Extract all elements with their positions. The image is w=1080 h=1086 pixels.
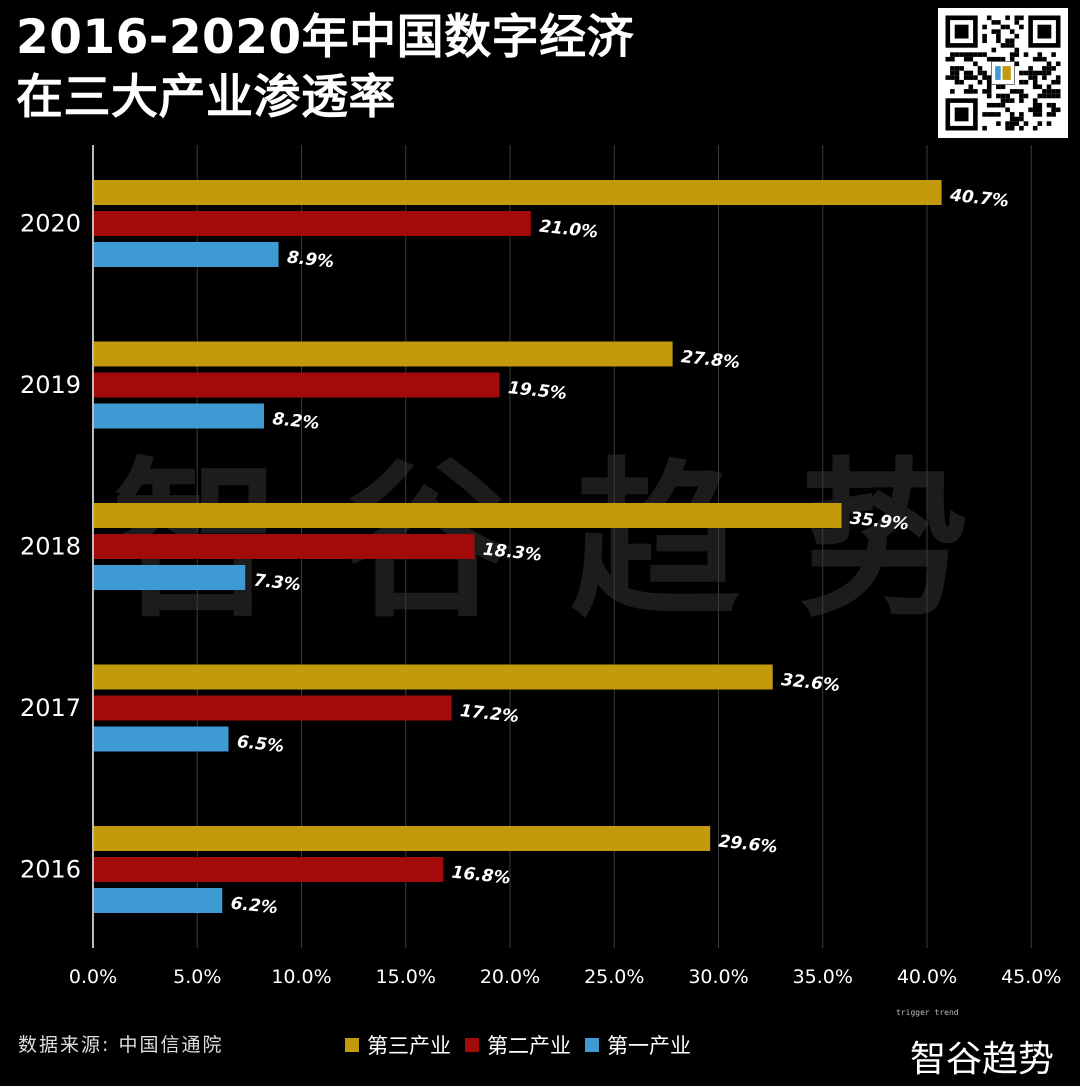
bar xyxy=(94,565,246,590)
x-tick-label: 35.0% xyxy=(793,966,853,988)
legend-swatch-primary xyxy=(585,1038,599,1052)
brand-logo: 智谷趋势 xyxy=(910,1039,1055,1080)
y-category-label: 2016 xyxy=(20,856,81,884)
source-note: 数据来源: 中国信通院 xyxy=(18,1034,224,1056)
title-line-1: 2016-2020年中国数字经济 xyxy=(16,10,635,65)
data-label: 17.2% xyxy=(459,701,520,727)
x-tick-label: 40.0% xyxy=(897,966,957,988)
legend-swatch-secondary xyxy=(465,1038,479,1052)
data-label: 35.9% xyxy=(849,509,910,535)
data-label: 7.3% xyxy=(253,571,302,596)
data-label: 18.3% xyxy=(482,540,543,566)
page-title: 2016-2020年中国数字经济 在三大产业渗透率 xyxy=(16,8,896,128)
labels-layer: 0.0% 5.0% 10.0% 15.0% 20.0% 25.0% 30.0% 35.0% 40… xyxy=(20,185,1061,988)
data-label: 27.8% xyxy=(680,347,741,373)
legend-item-tertiary: 第三产业 xyxy=(345,1030,451,1060)
x-tick-label: 15.0% xyxy=(376,966,436,988)
data-label: 6.5% xyxy=(236,732,285,757)
bar xyxy=(94,372,500,398)
y-category-label: 2020 xyxy=(20,210,81,238)
x-tick-label: 5.0% xyxy=(173,966,221,988)
bar xyxy=(94,534,475,559)
x-tick-label: 25.0% xyxy=(584,966,644,988)
data-label: 8.9% xyxy=(286,248,335,273)
data-label: 40.7% xyxy=(948,185,1010,211)
bar xyxy=(94,242,279,267)
qr-code-icon xyxy=(938,8,1068,138)
data-label: 19.5% xyxy=(507,378,568,404)
x-tick-label: 30.0% xyxy=(688,966,748,988)
x-tick-label: 10.0% xyxy=(271,966,331,988)
data-label: 6.2% xyxy=(230,894,279,919)
y-category-label: 2018 xyxy=(20,533,81,561)
bar xyxy=(94,403,264,429)
bar xyxy=(94,857,444,882)
bar xyxy=(94,888,223,913)
data-label: 32.6% xyxy=(780,670,841,696)
data-label: 29.6% xyxy=(718,832,779,858)
y-category-label: 2019 xyxy=(20,371,81,399)
y-category-label: 2017 xyxy=(20,694,81,722)
bar xyxy=(94,503,842,528)
legend-label-tertiary: 第三产业 xyxy=(367,1034,451,1058)
x-tick-label: 20.0% xyxy=(480,966,540,988)
legend-item-secondary: 第二产业 xyxy=(465,1030,571,1060)
bar xyxy=(94,695,452,721)
bar xyxy=(94,180,942,205)
legend: 第三产业 第二产业 第一产业 xyxy=(345,1030,691,1060)
bar xyxy=(94,341,673,367)
x-tick-label: 0.0% xyxy=(69,966,117,988)
title-line-2: 在三大产业渗透率 xyxy=(16,70,396,125)
data-label: 16.8% xyxy=(451,863,512,889)
bar xyxy=(94,826,711,851)
bar-chart: 0.0% 5.0% 10.0% 15.0% 20.0% 25.0% 30.0% 35.0% 40… xyxy=(20,145,1061,988)
data-label: 8.2% xyxy=(271,409,320,434)
bar xyxy=(94,726,229,752)
x-tick-label: 45.0% xyxy=(1001,966,1061,988)
bars-layer xyxy=(94,180,942,913)
legend-item-primary: 第一产业 xyxy=(585,1030,691,1060)
bar xyxy=(94,664,773,690)
brand-tagline: trigger trend xyxy=(896,1008,959,1017)
legend-label-secondary: 第二产业 xyxy=(487,1034,571,1058)
bar xyxy=(94,211,531,236)
legend-swatch-tertiary xyxy=(345,1038,359,1052)
legend-label-primary: 第一产业 xyxy=(607,1034,691,1058)
data-label: 21.0% xyxy=(538,217,599,243)
